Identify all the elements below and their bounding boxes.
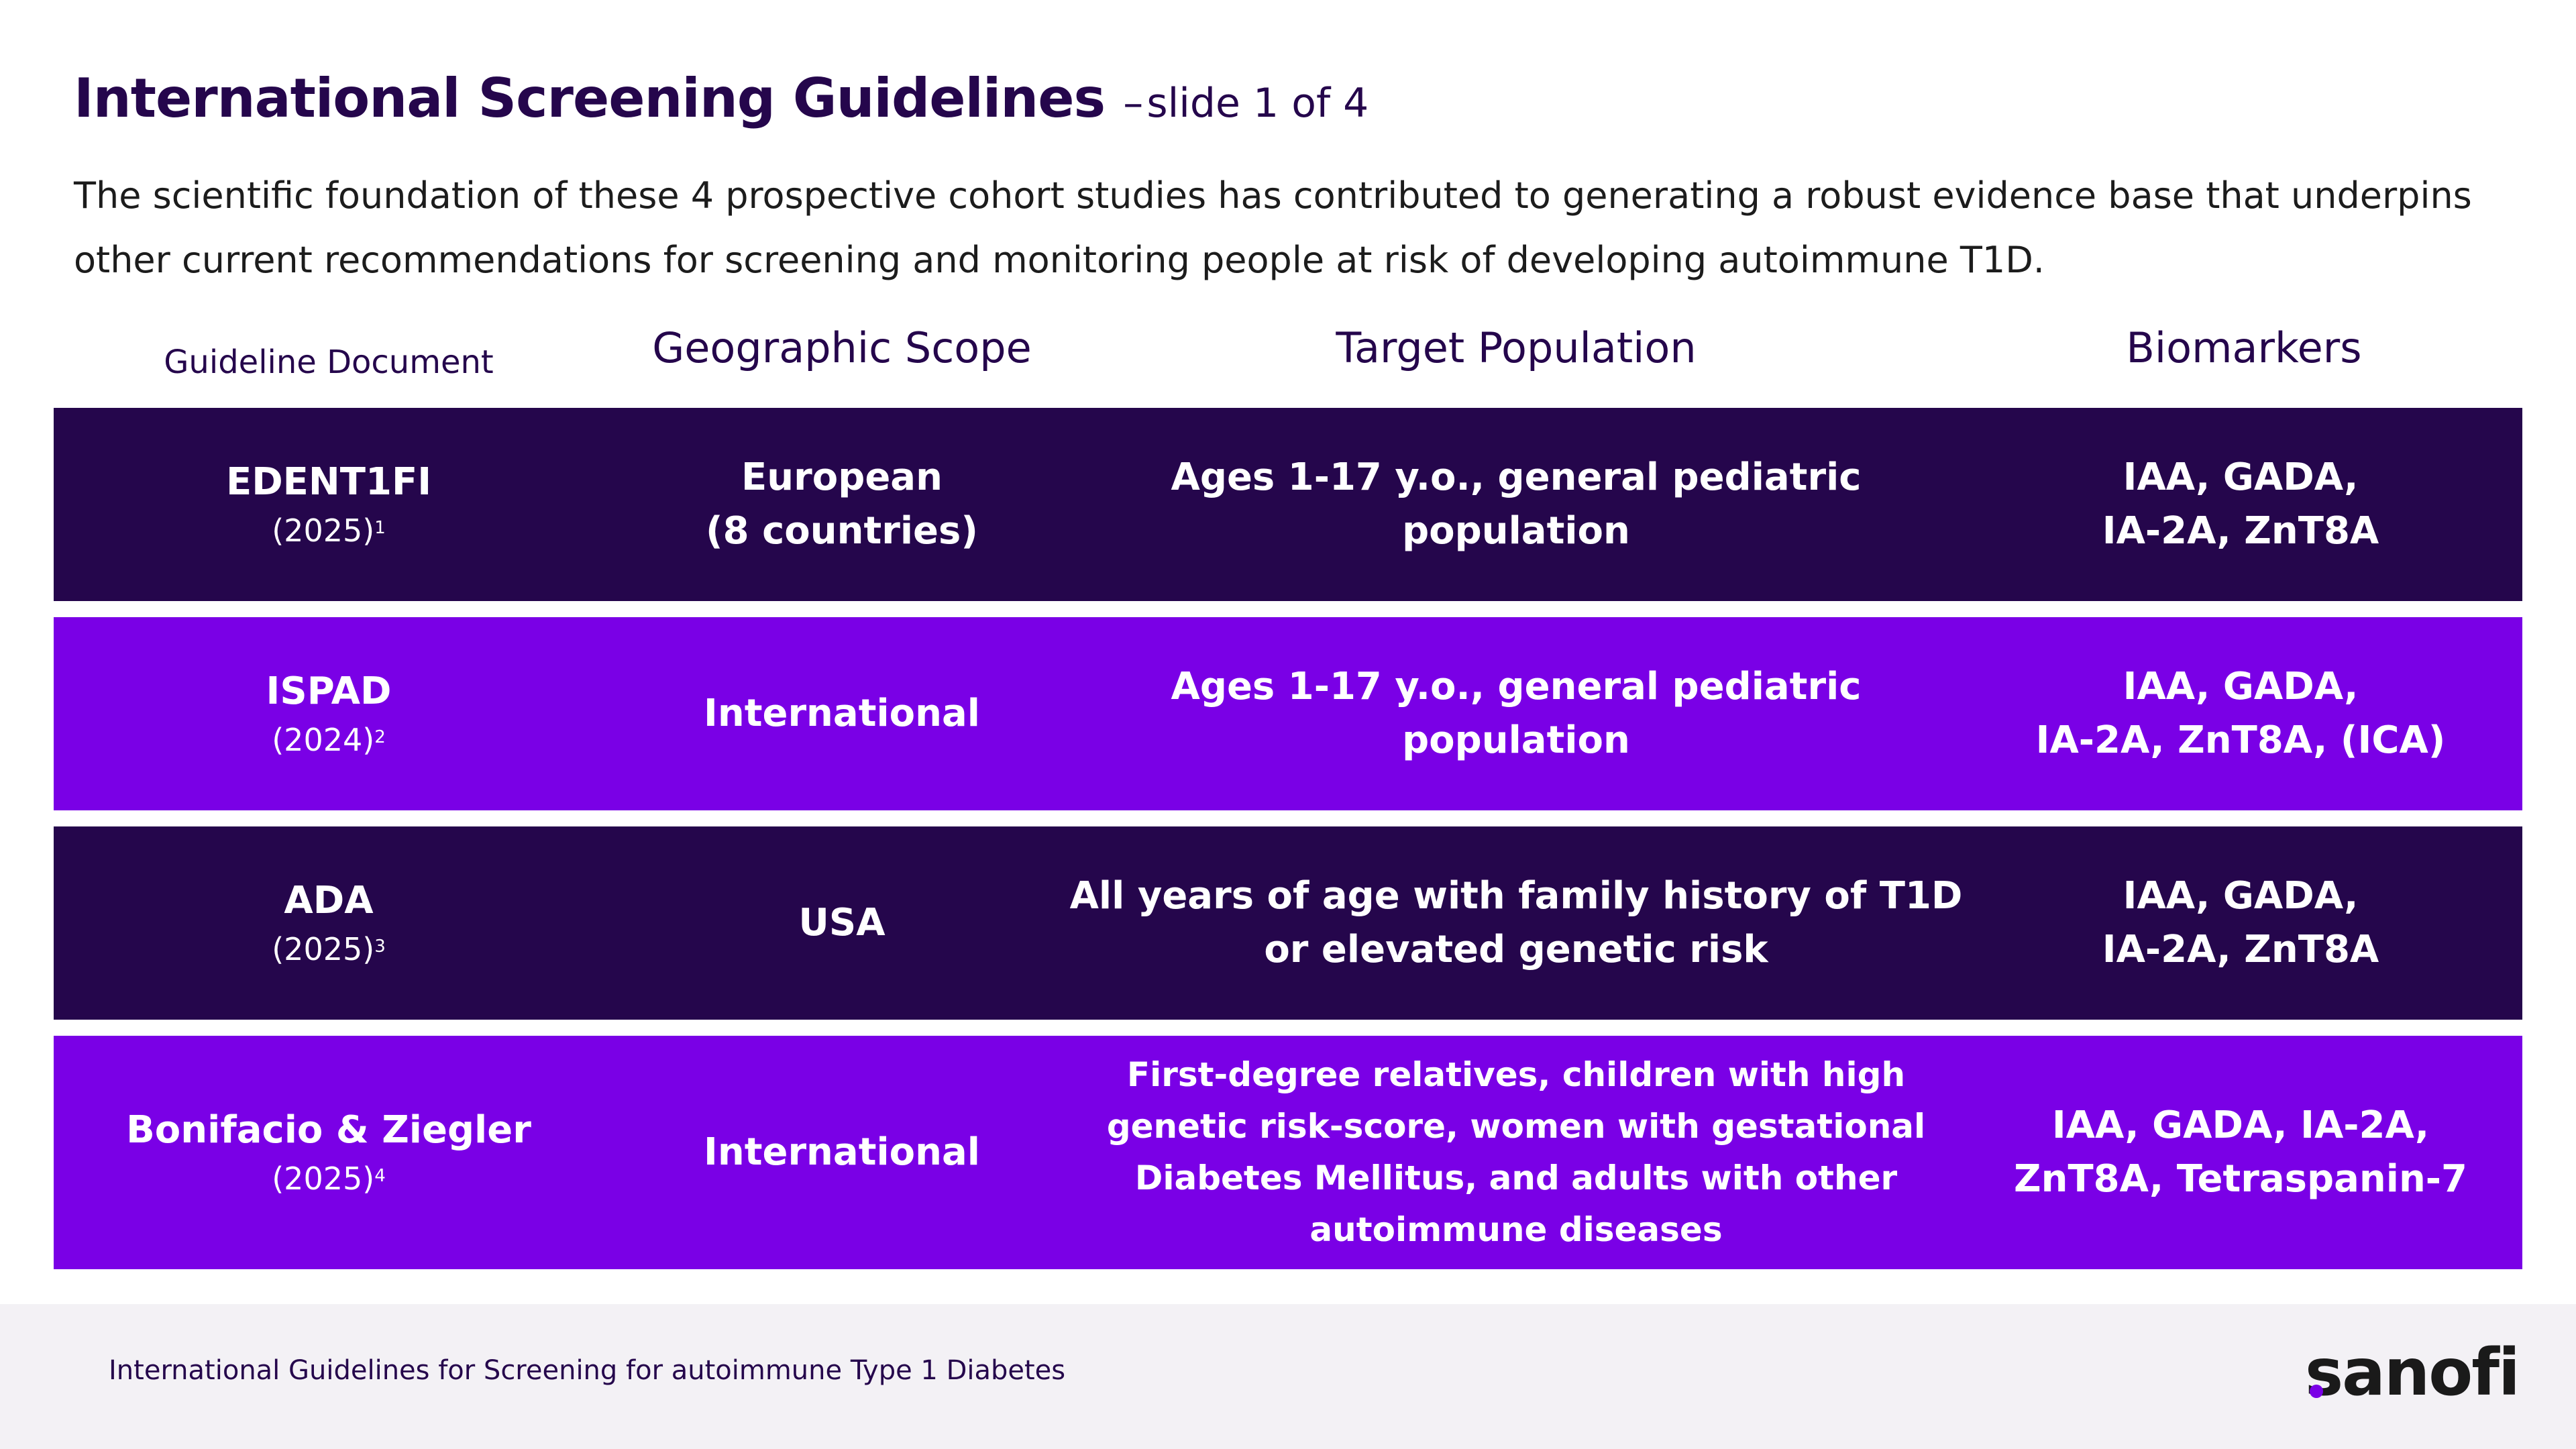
biomarkers-cell: IAA, GADA, IA-2A, ZnT8A (1959, 826, 2522, 1020)
reference-number: 2 (374, 727, 386, 747)
biomarker-line: IA-2A, ZnT8A (2102, 928, 2379, 971)
guideline-year-text: (2025) (272, 513, 375, 549)
guideline-name: EDENT1FI (225, 460, 432, 504)
biomarker-line: ZnT8A, Tetraspanin-7 (2013, 1157, 2468, 1201)
biomarker-line: IAA, GADA, (2123, 665, 2359, 708)
column-header-guideline-document: Guideline Document (164, 343, 494, 381)
guideline-year-text: (2025) (272, 1161, 375, 1197)
scope-line: European (741, 455, 943, 499)
scope-cell: International (617, 1036, 1067, 1269)
biomarker-line: IAA, GADA, (2123, 874, 2359, 918)
population-cell: Ages 1-17 y.o., general pediatric popula… (1080, 408, 1952, 601)
slide-title: International Screening Guidelines – sli… (74, 67, 1368, 129)
population-cell: First-degree relatives, children with hi… (1080, 1036, 1952, 1269)
biomarkers-cell: IAA, GADA, IA-2A, ZnT8A, (ICA) (1959, 617, 2522, 810)
table-row: EDENT1FI (2025)1 European (8 countries) … (54, 408, 2522, 601)
population-cell: Ages 1-17 y.o., general pediatric popula… (1080, 617, 1952, 810)
guideline-year-text: (2025) (272, 931, 375, 967)
table-row: ISPAD (2024)2 International Ages 1-17 y.… (54, 617, 2522, 810)
biomarkers-cell: IAA, GADA, IA-2A, ZnT8A (1959, 408, 2522, 601)
scope-cell: International (617, 617, 1067, 810)
biomarker-line: IA-2A, ZnT8A, (ICA) (2035, 718, 2446, 762)
biomarker-line: IA-2A, ZnT8A (2102, 509, 2379, 553)
population-line: Ages 1-17 y.o., general pediatric (1171, 665, 1862, 708)
guideline-name: ISPAD (266, 669, 392, 713)
scope-line: International (703, 692, 980, 735)
table-row: Bonifacio & Ziegler (2025)4 Internationa… (54, 1036, 2522, 1269)
logo-accent-dot (2310, 1385, 2323, 1398)
column-header-geographic-scope: Geographic Scope (652, 323, 1032, 372)
guideline-cell: EDENT1FI (2025)1 (54, 408, 604, 601)
guideline-year: (2025)4 (272, 1157, 386, 1201)
guideline-name: ADA (284, 879, 374, 922)
footer-bar (0, 1304, 2576, 1449)
guideline-year: (2025)1 (272, 508, 386, 553)
population-line: Ages 1-17 y.o., general pediatric (1171, 455, 1862, 499)
guideline-year: (2024)2 (272, 718, 386, 762)
column-header-target-population: Target Population (1336, 323, 1697, 372)
slide-title-main: International Screening Guidelines (74, 67, 1106, 129)
population-line: genetic risk-score, women with gestation… (1106, 1107, 1926, 1146)
guideline-cell: ISPAD (2024)2 (54, 617, 604, 810)
slide-title-sub: slide 1 of 4 (1146, 80, 1369, 127)
column-header-biomarkers: Biomarkers (2126, 323, 2362, 372)
footer-text: International Guidelines for Screening f… (109, 1355, 1066, 1386)
population-line: or elevated genetic risk (1264, 928, 1768, 971)
reference-number: 4 (374, 1166, 386, 1186)
population-line: population (1402, 718, 1630, 762)
reference-number: 1 (374, 518, 386, 538)
intro-paragraph: The scientific foundation of these 4 pro… (74, 174, 2472, 281)
scope-line: International (703, 1130, 980, 1174)
sanofi-logo: sanofi (2305, 1335, 2520, 1410)
population-line: First-degree relatives, children with hi… (1126, 1055, 1906, 1094)
population-line: All years of age with family history of … (1069, 874, 1963, 918)
scope-cell: European (8 countries) (617, 408, 1067, 601)
reference-number: 3 (374, 936, 386, 957)
biomarker-line: IAA, GADA, IA-2A, (2051, 1104, 2430, 1147)
population-cell: All years of age with family history of … (1070, 826, 1963, 1020)
guideline-cell: Bonifacio & Ziegler (2025)4 (54, 1036, 604, 1269)
guideline-year: (2025)3 (272, 927, 386, 971)
scope-line: USA (798, 901, 885, 945)
population-line: Diabetes Mellitus, and adults with other (1134, 1159, 1898, 1197)
biomarkers-cell: IAA, GADA, IA-2A, ZnT8A, Tetraspanin-7 (1959, 1036, 2522, 1269)
scope-cell: USA (617, 826, 1067, 1020)
population-line: autoimmune diseases (1309, 1210, 1723, 1249)
biomarker-line: IAA, GADA, (2123, 455, 2359, 499)
guideline-year-text: (2024) (272, 722, 375, 758)
table-row: ADA (2025)3 USA All years of age with fa… (54, 826, 2522, 1020)
scope-line: (8 countries) (706, 509, 978, 553)
population-line: population (1402, 509, 1630, 553)
slide-title-dash: – (1123, 80, 1144, 127)
guideline-name: Bonifacio & Ziegler (126, 1108, 531, 1152)
guideline-cell: ADA (2025)3 (54, 826, 604, 1020)
